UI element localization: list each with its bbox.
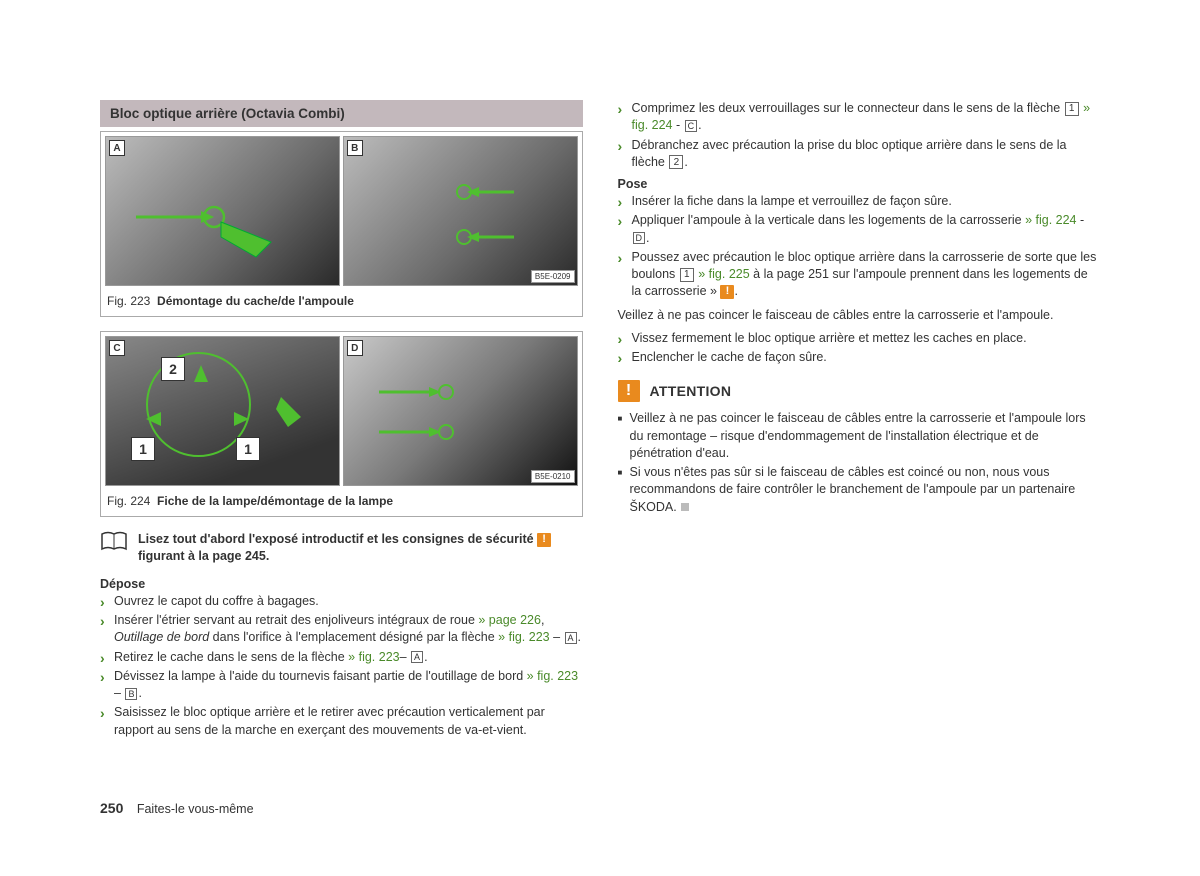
right-column: Comprimez les deux verrouillages sur le … bbox=[618, 100, 1101, 741]
left-column: Bloc optique arrière (Octavia Combi) A B bbox=[100, 100, 583, 741]
fig-ref: » fig. 223 bbox=[527, 669, 578, 683]
figure-224: C 2 1 1 D bbox=[100, 331, 583, 517]
step: Ouvrez le capot du coffre à bagages. bbox=[100, 593, 583, 610]
arrows-icon bbox=[106, 337, 339, 485]
bullet: Veillez à ne pas coincer le faisceau de … bbox=[618, 410, 1101, 462]
arrow-icon bbox=[344, 337, 577, 485]
fig-ref: » fig. 224 bbox=[1025, 213, 1076, 227]
intro-line1: Lisez tout d'abord l'exposé introductif … bbox=[138, 532, 534, 546]
figure-223: A B bbox=[100, 131, 583, 317]
attention-header: ! ATTENTION bbox=[618, 380, 1101, 402]
pose-heading: Pose bbox=[618, 177, 1101, 191]
figure-224-panel-c: C 2 1 1 bbox=[105, 336, 340, 486]
book-icon bbox=[100, 531, 128, 553]
intro-line2: figurant à la page 245. bbox=[138, 549, 269, 563]
step: Appliquer l'ampoule à la verticale dans … bbox=[618, 212, 1101, 247]
right-top-steps: Comprimez les deux verrouillages sur le … bbox=[618, 100, 1101, 171]
step: Enclencher le cache de façon sûre. bbox=[618, 349, 1101, 366]
step: Insérer la fiche dans la lampe et verrou… bbox=[618, 193, 1101, 210]
figure-224-panel-d: D B5E-0210 bbox=[343, 336, 578, 486]
section-title: Bloc optique arrière (Octavia Combi) bbox=[100, 100, 583, 127]
fig-ref: » fig. 223 bbox=[348, 650, 399, 664]
step: Retirez le cache dans le sens de la flèc… bbox=[100, 649, 583, 666]
page-ref: » page 226 bbox=[478, 613, 541, 627]
figure-code: B5E-0210 bbox=[531, 470, 575, 483]
step: Insérer l'étrier servant au retrait des … bbox=[100, 612, 583, 647]
step: Débranchez avec précaution la prise du b… bbox=[618, 137, 1101, 172]
warning-icon: ! bbox=[720, 285, 734, 299]
box-d: D bbox=[633, 232, 646, 244]
box-c: C bbox=[685, 120, 698, 132]
chapter-name: Faites-le vous-même bbox=[137, 802, 254, 816]
figure-223-caption: Fig. 223 Démontage du cache/de l'ampoule bbox=[105, 294, 578, 308]
figure-224-caption: Fig. 224 Fiche de la lampe/démontage de … bbox=[105, 494, 578, 508]
step: Comprimez les deux verrouillages sur le … bbox=[618, 100, 1101, 135]
warning-icon: ! bbox=[537, 533, 551, 547]
depose-heading: Dépose bbox=[100, 577, 583, 591]
step: Poussez avec précaution le bloc optique … bbox=[618, 249, 1101, 301]
fig-ref: » fig. 223 bbox=[498, 630, 549, 644]
depose-steps: Ouvrez le capot du coffre à bagages. Ins… bbox=[100, 593, 583, 739]
box-a: A bbox=[565, 632, 577, 644]
figure-223-panel-a: A bbox=[105, 136, 340, 286]
intro-note: Lisez tout d'abord l'exposé introductif … bbox=[100, 531, 583, 565]
box-1: 1 bbox=[1065, 102, 1079, 116]
page-footer: 250 Faites-le vous-même bbox=[100, 800, 254, 816]
step: Dévissez la lampe à l'aide du tournevis … bbox=[100, 668, 583, 703]
mid-paragraph: Veillez à ne pas coincer le faisceau de … bbox=[618, 307, 1101, 324]
end-square-icon bbox=[681, 503, 689, 511]
box-a: A bbox=[411, 651, 423, 663]
warning-icon: ! bbox=[618, 380, 640, 402]
arrow-icon bbox=[344, 137, 577, 285]
arrow-icon bbox=[106, 137, 339, 285]
figure-223-panel-b: B B5E-0209 bbox=[343, 136, 578, 286]
after-steps: Vissez fermement le bloc optique arrière… bbox=[618, 330, 1101, 367]
step: Saisissez le bloc optique arrière et le … bbox=[100, 704, 583, 739]
attention-bullets: Veillez à ne pas coincer le faisceau de … bbox=[618, 410, 1101, 516]
attention-title: ATTENTION bbox=[650, 383, 732, 399]
step: Vissez fermement le bloc optique arrière… bbox=[618, 330, 1101, 347]
pose-steps: Insérer la fiche dans la lampe et verrou… bbox=[618, 193, 1101, 301]
box-b: B bbox=[125, 688, 137, 700]
box-1: 1 bbox=[680, 268, 694, 282]
figure-code: B5E-0209 bbox=[531, 270, 575, 283]
page-number: 250 bbox=[100, 800, 123, 816]
bullet: Si vous n'êtes pas sûr si le faisceau de… bbox=[618, 464, 1101, 516]
fig-ref: » fig. 225 bbox=[698, 267, 749, 281]
box-2: 2 bbox=[669, 155, 683, 169]
